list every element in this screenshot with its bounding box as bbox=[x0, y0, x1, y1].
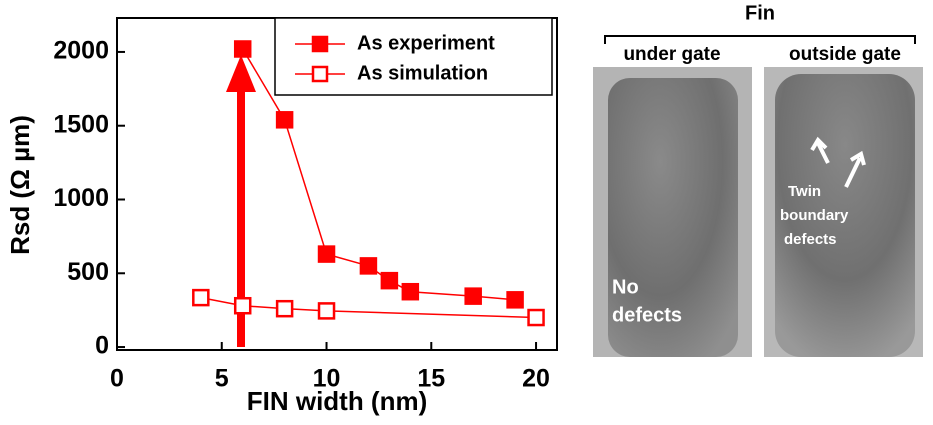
legend-label: As simulation bbox=[357, 62, 488, 84]
y-axis-title: Rsd (Ω µm) bbox=[5, 115, 35, 255]
panel-label: under gate bbox=[623, 44, 720, 65]
marker bbox=[317, 302, 336, 320]
y-tick-label: 2000 bbox=[53, 37, 109, 65]
tem-images: Fin under gate outside gate No defects T… bbox=[593, 2, 923, 357]
bracket bbox=[604, 35, 916, 44]
note: boundary bbox=[780, 207, 849, 224]
note: defects bbox=[612, 304, 682, 326]
panel-title: Fin bbox=[745, 2, 775, 24]
x-axis-title: FIN width (nm) bbox=[247, 386, 428, 416]
marker bbox=[275, 111, 294, 129]
arrow bbox=[844, 150, 866, 188]
y-tick-label: 1500 bbox=[53, 110, 109, 138]
legend-marker bbox=[311, 35, 329, 53]
x-tick-label: 20 bbox=[522, 365, 550, 393]
marker bbox=[359, 257, 378, 275]
y-tick-label: 1000 bbox=[53, 184, 109, 212]
annotation-arrow-head bbox=[226, 55, 256, 92]
fin-left bbox=[608, 78, 738, 357]
marker bbox=[233, 296, 252, 315]
legend-label: As experiment bbox=[357, 32, 495, 54]
marker bbox=[233, 40, 252, 58]
note: defects bbox=[784, 231, 837, 248]
marker bbox=[527, 308, 545, 327]
arrow bbox=[810, 136, 830, 164]
panel-label: outside gate bbox=[789, 44, 901, 65]
legend-marker bbox=[311, 65, 329, 83]
marker bbox=[275, 299, 294, 318]
marker bbox=[506, 291, 524, 309]
y-tick-label: 0 bbox=[95, 332, 109, 360]
series-line bbox=[242, 48, 516, 301]
note: Twin bbox=[788, 183, 821, 200]
x-tick-label: 5 bbox=[215, 365, 229, 393]
marker bbox=[192, 288, 210, 307]
note: No bbox=[612, 276, 639, 298]
x-tick-label: 15 bbox=[417, 365, 445, 393]
marker bbox=[380, 271, 399, 290]
marker bbox=[464, 287, 482, 305]
fin-right bbox=[775, 74, 915, 357]
marker bbox=[401, 282, 420, 301]
y-tick-label: 500 bbox=[67, 258, 109, 286]
x-tick-label: 10 bbox=[313, 365, 341, 393]
chart: Rsd (Ω µm) FIN width (nm) 0 5 10 15 20 0 500 10… bbox=[5, 17, 558, 416]
marker bbox=[317, 245, 336, 263]
x-tick-label: 0 bbox=[110, 365, 124, 393]
